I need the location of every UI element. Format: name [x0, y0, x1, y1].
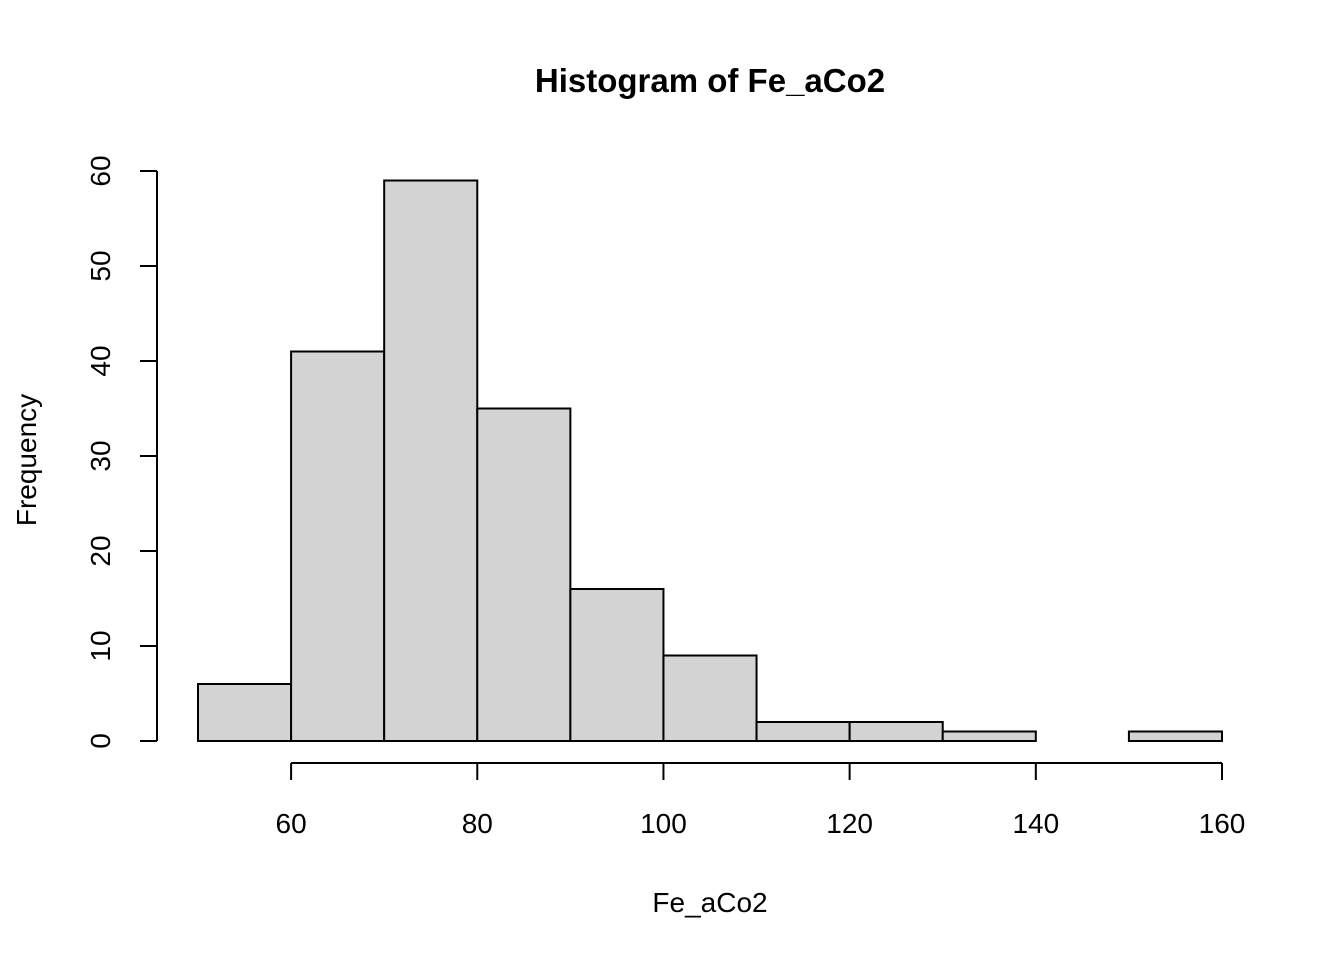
- y-tick-label-60: 60: [85, 155, 116, 186]
- histogram-bar-100-110: [662, 654, 758, 742]
- x-tick-label-120: 120: [826, 808, 873, 839]
- x-axis-label: Fe_aCo2: [652, 887, 767, 918]
- x-tick-label-100: 100: [640, 808, 687, 839]
- y-tick-label-50: 50: [85, 250, 116, 281]
- histogram-bar-80-90: [476, 407, 572, 742]
- y-axis: 0 10 20 30 40 50 60: [85, 155, 158, 749]
- y-tick-label-30: 30: [85, 440, 116, 471]
- x-tick-label-80: 80: [462, 808, 493, 839]
- histogram-bar-90-100: [569, 588, 665, 742]
- x-tick-label-160: 160: [1199, 808, 1246, 839]
- bars-group: [197, 179, 1223, 742]
- y-tick-label-40: 40: [85, 345, 116, 376]
- x-tick-label-140: 140: [1012, 808, 1059, 839]
- y-axis-label: Frequency: [11, 394, 42, 526]
- histogram-bar-60-70: [290, 350, 386, 742]
- histogram-bar-130-140: [941, 730, 1037, 742]
- y-tick-label-0: 0: [85, 733, 116, 749]
- histogram-bar-150-160: [1127, 730, 1223, 742]
- y-tick-label-20: 20: [85, 535, 116, 566]
- y-tick-label-10: 10: [85, 630, 116, 661]
- histogram-bar-120-130: [848, 721, 944, 742]
- chart-title: Histogram of Fe_aCo2: [535, 62, 885, 99]
- histogram-bar-70-80: [383, 179, 479, 742]
- histogram-bar-50-60: [197, 683, 293, 742]
- histogram-bar-110-120: [755, 721, 851, 742]
- x-axis: 60 80 100 120 140 160: [276, 762, 1246, 839]
- x-tick-label-60: 60: [276, 808, 307, 839]
